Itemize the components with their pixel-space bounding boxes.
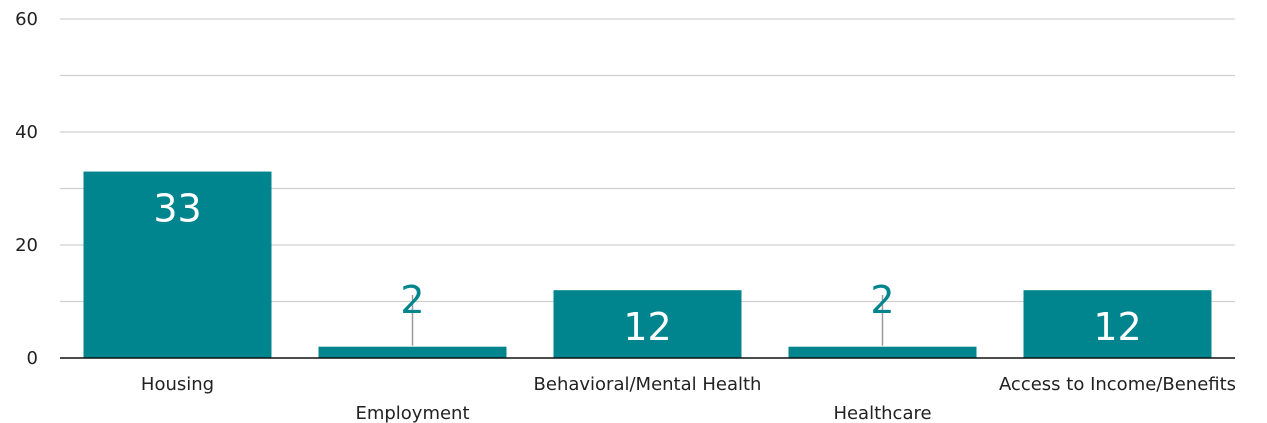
x-category-label: Access to Income/Benefits: [999, 374, 1236, 395]
y-tick-label: 40: [15, 122, 38, 143]
y-tick-label: 60: [15, 9, 38, 30]
x-axis: Housing Employment Behavioral/Mental Healt…: [60, 357, 1236, 423]
bar: [1023, 290, 1212, 358]
data-label: 2: [400, 278, 424, 322]
bar: [788, 346, 977, 358]
bar: [553, 290, 742, 358]
bars: 33 2 12 2 12: [83, 171, 1212, 358]
y-axis: 0 20 40 60: [15, 9, 38, 369]
x-category-label: Housing: [141, 374, 214, 395]
x-category-label: Healthcare: [833, 403, 931, 423]
y-tick-label: 0: [27, 348, 38, 369]
data-label: 2: [870, 278, 894, 322]
data-label: 33: [153, 187, 201, 231]
x-category-label: Employment: [355, 403, 469, 423]
data-label: 12: [1093, 305, 1141, 349]
x-category-label: Behavioral/Mental Health: [534, 374, 762, 395]
bar: [318, 346, 507, 358]
y-tick-label: 20: [15, 235, 38, 256]
bar: [83, 171, 272, 358]
data-label: 12: [623, 305, 671, 349]
